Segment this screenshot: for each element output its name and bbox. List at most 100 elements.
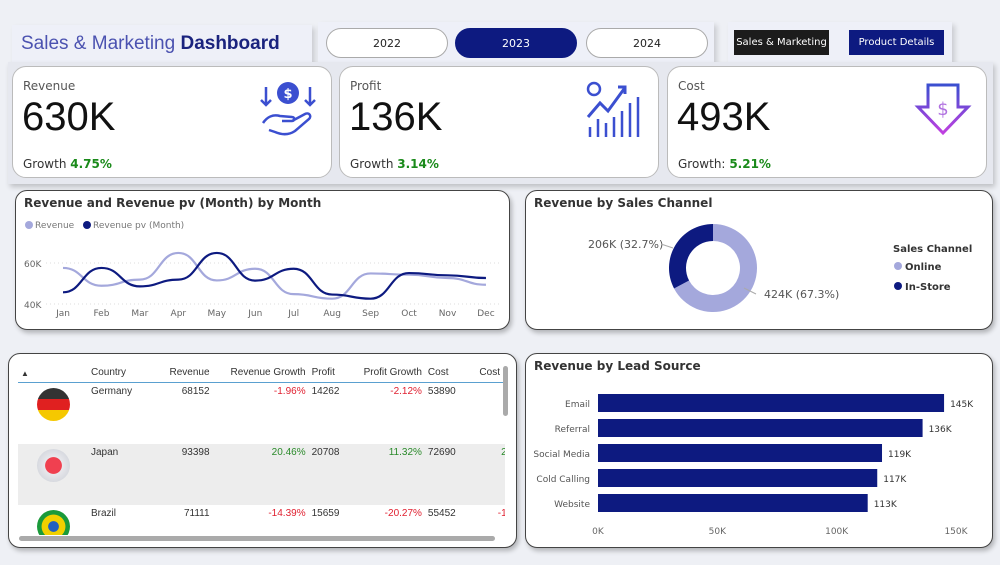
table-header: ▲ Country Revenue Revenue Growth Profit … [18, 363, 505, 383]
slice-label: 206K (32.7%) [588, 238, 663, 251]
col-cost[interactable]: Cost [424, 363, 465, 383]
x-tick-label: Apr [171, 309, 187, 319]
flag-cell [18, 444, 88, 505]
x-tick-label: Nov [439, 309, 457, 319]
y-tick-label: 40K [24, 301, 42, 311]
cell-profit: 15659 [311, 507, 340, 519]
x-tick-label: Feb [93, 309, 109, 319]
kpi-card-revenue: Revenue 630K Growth 4.75% $ [12, 66, 332, 178]
cell-profit-growth: -2.12% [390, 386, 422, 397]
cell-profit: 20708 [311, 446, 340, 458]
svg-text:$: $ [283, 87, 292, 102]
table-row[interactable]: Brazil 71111 -14.39% 15659 -20.27% 55452 -12.5… [18, 505, 505, 535]
chart-title: Revenue by Lead Source [534, 359, 701, 373]
horizontal-scrollbar[interactable] [19, 536, 495, 541]
x-tick-label: Aug [323, 309, 341, 319]
x-tick-label: May [207, 309, 226, 319]
line-chart: Revenue Revenue pv (Month) 40K 60K Jan Feb Mar… [24, 221, 501, 319]
dashboard-title: Sales & Marketing Dashboard [12, 25, 312, 63]
bar-chart: 0K 50K 100K 150K Email 145K Referral 136K Social… [533, 394, 974, 537]
col-country[interactable]: Country [88, 363, 158, 383]
cell-country: Germany [91, 386, 133, 397]
cell-cost: 72690 [427, 446, 456, 458]
col-revenue-growth[interactable]: Revenue Growth [212, 363, 309, 383]
col-profit[interactable]: Profit [308, 363, 349, 383]
cell-country: Japan [91, 446, 119, 458]
cell-revenue-growth: -1.96% [273, 386, 306, 397]
year-2024-button[interactable]: 2024 [586, 28, 708, 58]
cell-revenue: 71111 [183, 507, 210, 519]
x-tick-label: Oct [401, 309, 417, 319]
kpi-card-profit: Profit 136K Growth 3.14% [339, 66, 659, 178]
growth-label: Growth [350, 157, 394, 171]
year-2022-button[interactable]: 2022 [326, 28, 448, 58]
title-light: Sales & Marketing [21, 33, 176, 54]
legend-title: Sales Channel [893, 244, 972, 255]
cell-profit-growth: -20.27% [384, 507, 422, 519]
sort-icon[interactable]: ▲ [18, 363, 88, 383]
x-tick-label: Sep [362, 309, 379, 319]
cell-cost-growth: -1.91% [465, 383, 505, 444]
legend-label: In-Store [905, 282, 951, 293]
growth-label: Growth: [678, 157, 726, 171]
cell-revenue: 68152 [181, 386, 210, 397]
growth-value: 4.75% [70, 157, 112, 171]
growth-value: 3.14% [397, 157, 439, 171]
x-tick-label: Jun [247, 309, 262, 319]
x-tick-label: Dec [477, 309, 494, 319]
chart-title: Revenue and Revenue pv (Month) by Month [24, 196, 322, 210]
cell-cost: 53890 [427, 386, 456, 397]
legend-marker [894, 282, 902, 290]
bar-email [598, 394, 945, 412]
growth-value: 5.21% [729, 157, 771, 171]
x-tick-label: Mar [131, 309, 148, 319]
country-table: ▲ Country Revenue Revenue Growth Profit … [18, 363, 505, 535]
x-tick-label: 0K [592, 527, 605, 537]
cell-revenue-growth: -14.39% [268, 507, 306, 519]
hand-dollar-icon: $ [260, 82, 316, 136]
kpi-growth: Growth 4.75% [23, 157, 112, 171]
col-revenue[interactable]: Revenue [158, 363, 213, 383]
y-tick-label: Website [554, 500, 590, 510]
chart-title: Revenue by Sales Channel [534, 196, 713, 210]
sales-marketing-button[interactable]: Sales & Marketing [734, 30, 829, 55]
kpi-growth: Growth 3.14% [350, 157, 439, 171]
data-label: 145K [950, 400, 974, 410]
cell-cost: 55452 [427, 507, 456, 519]
product-details-button[interactable]: Product Details [849, 30, 944, 55]
kpi-label: Cost [678, 79, 705, 93]
col-cost-growth[interactable]: Cost Growth [464, 363, 505, 383]
data-label: 136K [929, 425, 953, 435]
y-tick-label: Social Media [533, 450, 590, 460]
cell-cost-growth: -12.57% [497, 507, 505, 519]
kpi-growth: Growth: 5.21% [678, 157, 771, 171]
lead-source-card: Revenue by Lead Source 0K 50K 100K 150K Emai… [525, 353, 993, 548]
year-2023-button[interactable]: 2023 [455, 28, 577, 58]
japan-flag-icon [36, 448, 70, 482]
vertical-scrollbar[interactable] [503, 366, 508, 416]
cell-revenue: 93398 [181, 446, 210, 458]
legend-label: Revenue [35, 221, 75, 231]
donut-slice-in-store [669, 224, 713, 289]
legend-marker [894, 262, 902, 270]
y-tick-label: Cold Calling [536, 475, 590, 485]
cell-profit-growth: 11.32% [388, 446, 422, 458]
svg-text:$: $ [937, 99, 948, 120]
cell-country: Brazil [91, 507, 117, 519]
legend-label: Revenue pv (Month) [93, 221, 184, 231]
data-label: 119K [888, 450, 912, 460]
dollar-down-arrow-icon: $ [914, 83, 972, 136]
data-label: 117K [883, 475, 907, 485]
x-tick-label: Jul [287, 309, 299, 319]
kpi-label: Profit [350, 79, 382, 93]
bar-cold-calling [598, 469, 878, 487]
bar-referral [598, 419, 923, 437]
kpi-card-cost: Cost 493K Growth: 5.21% $ [667, 66, 987, 178]
cell-revenue-growth: 20.46% [271, 446, 306, 458]
bar-website [598, 494, 868, 512]
table-row[interactable]: Japan 93398 20.46% 20708 11.32% 72690 23.35% [18, 443, 505, 505]
page-nav: Sales & Marketing Product Details [728, 22, 952, 62]
cell-cost-growth: 23.35% [465, 444, 505, 505]
table-row[interactable]: Germany 68152 -1.96% 14262 -2.12% 53890 -1.91% [18, 383, 505, 444]
col-profit-growth[interactable]: Profit Growth [348, 363, 425, 383]
